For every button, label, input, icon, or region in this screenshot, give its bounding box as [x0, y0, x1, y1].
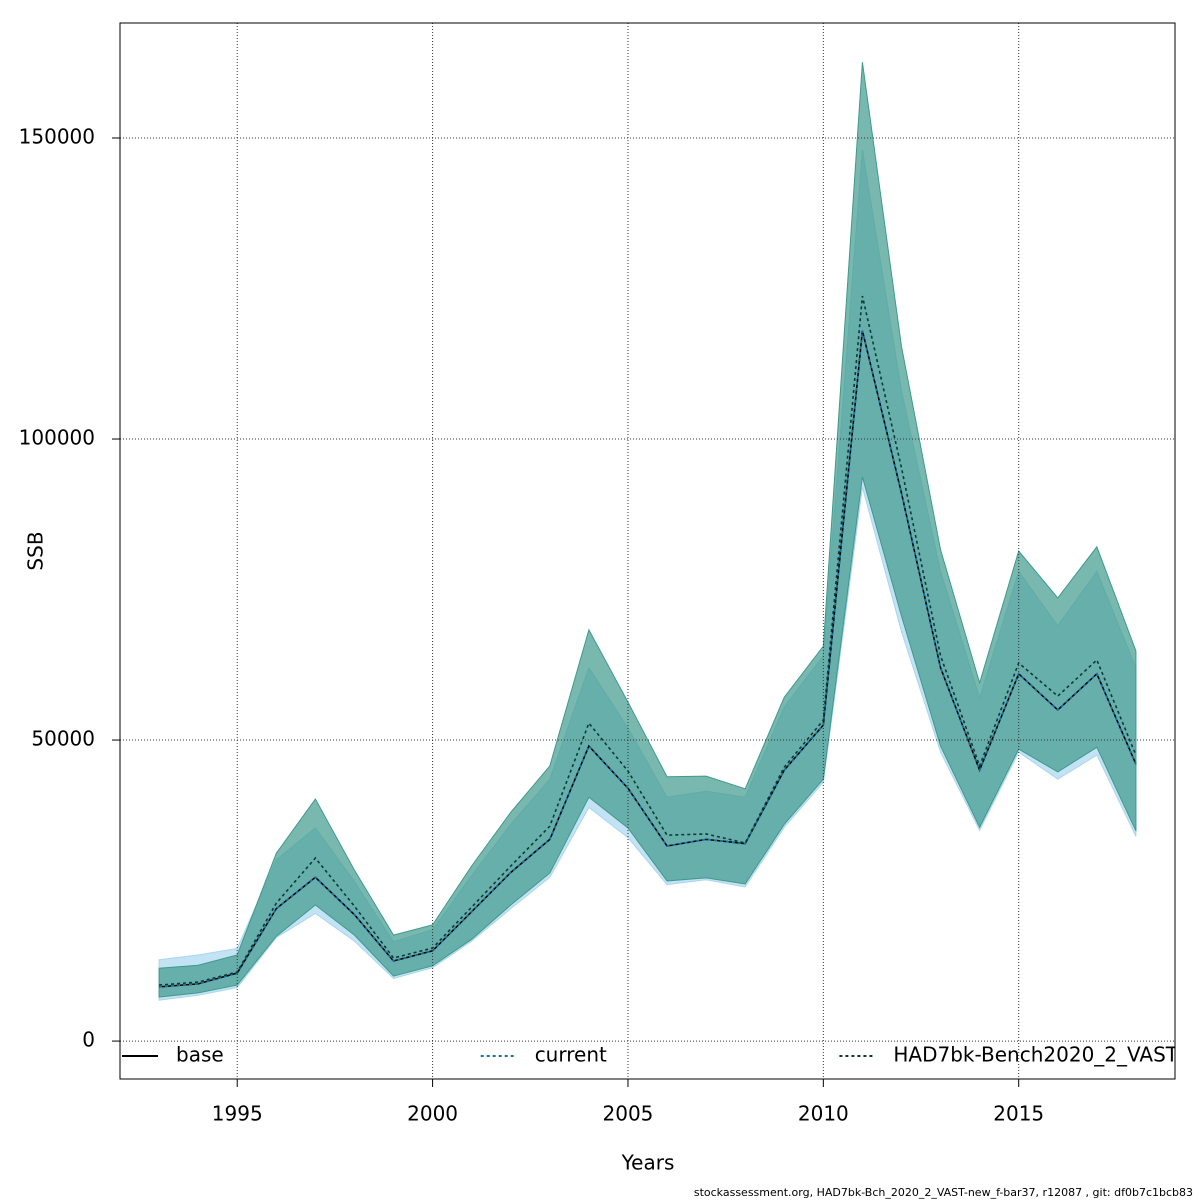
plot-frame [119, 22, 1176, 1080]
footer: stockassessment.org, HAD7bk-Bch_2020_2_V… [694, 1186, 1193, 1199]
y-tick-label: 100000 [19, 426, 95, 450]
y-tick-label: 0 [82, 1028, 95, 1052]
y-tick-label: 50000 [31, 727, 95, 751]
legend-label: current [535, 1043, 607, 1067]
x-tick-label: 1995 [212, 1102, 263, 1126]
x-tick-label: 2005 [603, 1102, 654, 1126]
y-tick-label: 150000 [19, 124, 95, 148]
legend-label: base [176, 1043, 224, 1067]
x-tick-label: 2010 [798, 1102, 849, 1126]
series-line [159, 330, 1137, 988]
x-tick-label: 2000 [407, 1102, 458, 1126]
legend-label: HAD7bk-Bench2020_2_VAST [893, 1043, 1178, 1067]
x-axis-label: Years [621, 1151, 675, 1175]
y-axis-label: SSB [24, 531, 48, 570]
series-line [159, 295, 1137, 986]
plot-area: base current HAD7bk-Bench2020_2_VAST [158, 62, 1178, 1067]
x-tick-label: 2015 [993, 1102, 1044, 1126]
confidence-band [158, 62, 1137, 998]
